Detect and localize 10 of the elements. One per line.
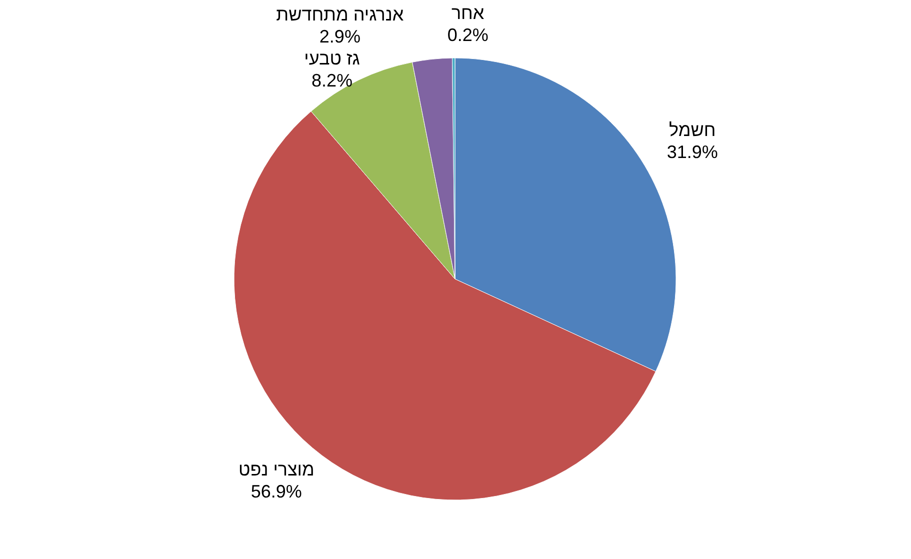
data-label: 0.2% <box>447 25 488 46</box>
slice-label: חשמל <box>669 120 716 140</box>
slice-label: אחר <box>451 3 485 24</box>
slice-label: גז טבעי <box>304 48 360 68</box>
data-label: 2.9% <box>319 26 360 46</box>
data-label: 31.9% <box>666 142 718 162</box>
data-label: 56.9% <box>250 482 302 502</box>
data-label: 8.2% <box>312 70 353 90</box>
slice-label: אנרגיה מתחדשת <box>276 4 404 24</box>
slice-label: מוצרי נפט <box>238 460 314 480</box>
